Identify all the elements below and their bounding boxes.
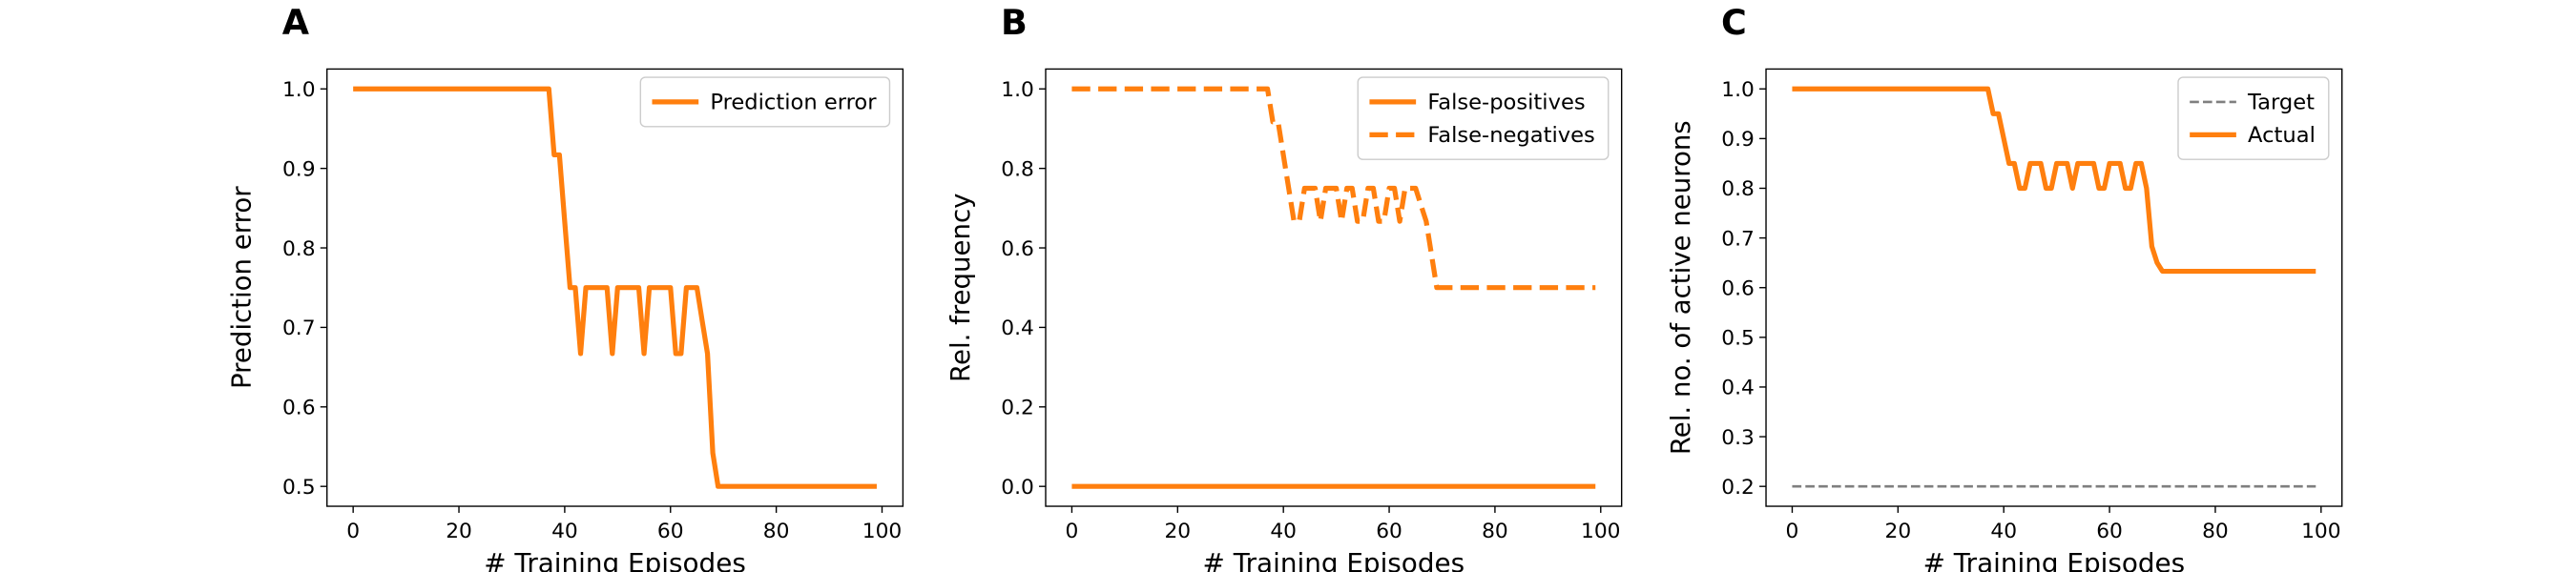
y-tick-label: 1.0 (1001, 78, 1034, 102)
line (1071, 86, 1596, 291)
y-tick-label: 0.6 (1721, 277, 1755, 301)
y-tick-label: 0.6 (1001, 237, 1034, 261)
legend: Target Actual (2177, 76, 2330, 160)
legend-label: False-negatives (1427, 123, 1595, 148)
y-tick-label: 0.6 (282, 397, 316, 420)
y-tick-label: 0.2 (1721, 476, 1755, 500)
x-tick-label: 20 (446, 520, 472, 543)
x-tick-label: 40 (551, 520, 578, 543)
x-axis-label: # Training Episodes (1203, 547, 1465, 572)
x-tick-label: 40 (1270, 520, 1297, 543)
x-tick-label: 0 (1066, 520, 1079, 543)
y-tick-label: 0.5 (282, 476, 316, 500)
legend-label: Prediction error (710, 91, 877, 115)
y-tick-label: 0.7 (1721, 227, 1755, 251)
y-axis-label: Rel. no. of active neurons (1665, 120, 1696, 455)
legend-box (639, 76, 891, 128)
y-tick-label: 0.4 (1721, 377, 1755, 400)
x-tick-label: 20 (1164, 520, 1191, 543)
line (1792, 86, 2316, 275)
legend: Prediction error (639, 76, 891, 128)
x-tick-label: 100 (862, 520, 902, 543)
x-tick-label: 20 (1885, 520, 1912, 543)
x-tick-label: 80 (1482, 520, 1508, 543)
line (353, 86, 877, 489)
y-tick-label: 0.8 (1721, 177, 1755, 201)
legend-box (2177, 76, 2330, 160)
legend-label: False-positives (1427, 91, 1585, 115)
axes-frame (326, 68, 904, 507)
y-tick-label: 0.8 (282, 237, 316, 261)
x-tick-label: 100 (1581, 520, 1620, 543)
x-axis-label: # Training Episodes (484, 547, 746, 572)
y-tick-label: 0.8 (1001, 157, 1034, 181)
panel: A 0 20 40 60 80 100 0.5 0.6 0.7 0.8 0.9 1.0 # Trainin… (226, 2, 904, 572)
panel-label: C (1721, 2, 1747, 43)
panel: B 0 20 40 60 80 100 0.0 0.2 0.4 0.6 0.8 1.0 # Trainin… (945, 2, 1623, 572)
y-tick-label: 0.5 (1721, 327, 1755, 351)
y-tick-label: 0.7 (282, 317, 316, 340)
x-tick-label: 80 (2202, 520, 2229, 543)
x-tick-label: 80 (763, 520, 790, 543)
panel-label: B (1001, 2, 1028, 43)
panel: C 0 20 40 60 80 100 0.2 0.3 0.4 0.5 0.6 0.7 0.8 0.9 1.0… (1665, 2, 2343, 572)
x-tick-label: 0 (346, 520, 360, 543)
y-tick-label: 1.0 (282, 78, 316, 102)
axes-frame (1765, 68, 2343, 507)
y-axis-label: Prediction error (226, 186, 258, 389)
x-tick-label: 60 (657, 520, 684, 543)
y-axis-label: Rel. frequency (945, 194, 976, 382)
y-tick-label: 0.0 (1001, 476, 1034, 500)
axes-frame (1045, 68, 1623, 507)
x-tick-label: 60 (1376, 520, 1402, 543)
x-tick-label: 100 (2301, 520, 2340, 543)
legend: False-positives False-negatives (1357, 76, 1610, 160)
legend-label: Target (2247, 91, 2315, 115)
y-tick-label: 1.0 (1721, 78, 1755, 102)
y-tick-label: 0.9 (282, 157, 316, 181)
y-tick-label: 0.2 (1001, 397, 1034, 420)
x-tick-label: 40 (1990, 520, 2017, 543)
x-axis-label: # Training Episodes (1923, 547, 2186, 572)
y-tick-label: 0.3 (1721, 426, 1755, 450)
y-tick-label: 0.9 (1721, 128, 1755, 152)
x-tick-label: 0 (1786, 520, 1799, 543)
legend-box (1357, 76, 1610, 160)
legend-label: Actual (2248, 123, 2316, 148)
y-tick-label: 0.4 (1001, 317, 1034, 340)
panel-label: A (282, 2, 309, 43)
x-tick-label: 60 (2096, 520, 2123, 543)
